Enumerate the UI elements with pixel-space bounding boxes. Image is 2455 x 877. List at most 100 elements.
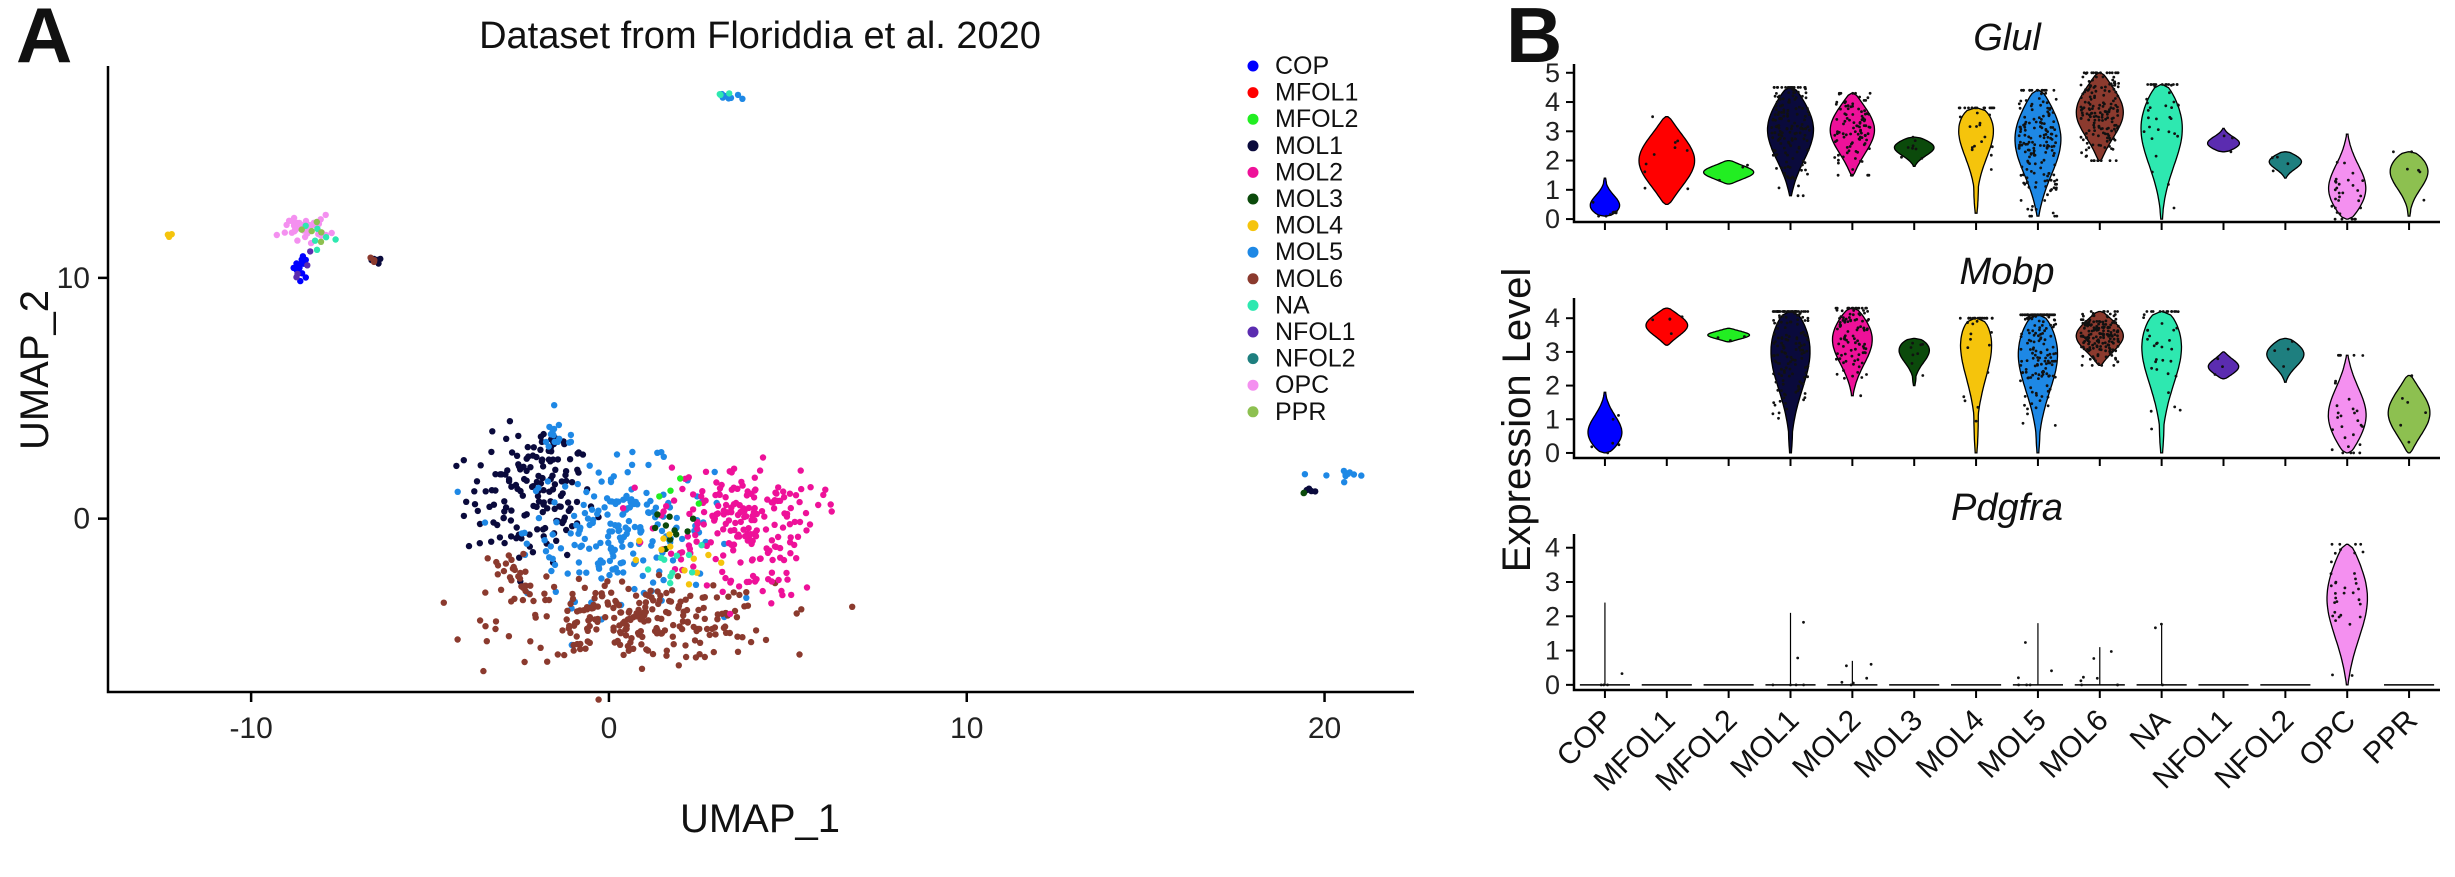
violin-point	[1849, 348, 1853, 352]
violin-point	[1803, 114, 1807, 118]
violin-point	[2017, 683, 2020, 687]
violin-point	[1783, 166, 1787, 170]
violin-point	[1787, 335, 1791, 338]
violin-point	[1803, 133, 1807, 137]
violin-point	[2357, 598, 2361, 602]
umap-point-mol5	[622, 524, 629, 531]
violin-point	[2087, 107, 2091, 110]
violin-point	[2027, 135, 2031, 139]
violin-point	[2150, 427, 2154, 431]
violin-point	[1795, 337, 1799, 341]
violin-point	[2109, 323, 2113, 327]
violin-point	[2114, 90, 2118, 94]
violin-point	[2040, 374, 2044, 378]
violin-point	[2033, 126, 2036, 130]
violin-point	[1669, 332, 1673, 335]
legend-swatch-mfol1	[1247, 87, 1259, 99]
violin-point	[2092, 123, 2096, 127]
umap-point-mol5	[627, 498, 634, 505]
violin-point	[2095, 320, 2099, 323]
violin-point	[2098, 103, 2102, 107]
violin-point	[2036, 363, 2039, 366]
violin-point	[2110, 117, 2114, 120]
violin-point	[2042, 88, 2046, 92]
violin-point	[2079, 334, 2083, 338]
violin-point	[1837, 342, 1841, 346]
umap-point-mol6	[500, 567, 508, 575]
umap-point-mol6	[494, 562, 502, 569]
violin-point	[2340, 425, 2344, 428]
legend-label-na: NA	[1275, 291, 1310, 319]
umap-point-mol2	[764, 549, 772, 557]
umap-point-mol1	[528, 483, 536, 490]
umap-point-mol6	[692, 654, 700, 661]
violin-point	[1796, 322, 1799, 326]
umap-point-opc	[328, 229, 335, 237]
violin-point	[2092, 336, 2095, 340]
umap-point-mol5	[547, 543, 554, 550]
violin-point	[2116, 85, 2120, 89]
violin-point	[1591, 200, 1595, 204]
violin-point	[2034, 181, 2038, 184]
umap-point-mol5	[648, 542, 655, 549]
violin-point	[2343, 161, 2346, 165]
violin-point	[1614, 210, 1618, 214]
violin-point	[2336, 411, 2340, 415]
violin-point	[1770, 131, 1774, 135]
violin-point	[1846, 107, 1850, 111]
umap-point-mol1	[516, 554, 523, 561]
umap-point-mol6	[505, 633, 513, 640]
violin-point	[2175, 326, 2179, 330]
umap-point-mol6	[502, 560, 510, 567]
umap-point-mol6	[617, 609, 624, 616]
umap-x-tick-label: 20	[1308, 712, 1341, 745]
violin-point	[2097, 118, 2101, 122]
umap-point-mol1	[533, 453, 540, 461]
violin-point	[2108, 138, 2112, 142]
violin-point	[1786, 112, 1789, 116]
violin-point	[2042, 133, 2046, 137]
umap-point-mol2	[794, 533, 802, 540]
violin-point	[1804, 366, 1807, 369]
violin-point	[1840, 353, 1843, 357]
violin-point	[2406, 167, 2409, 171]
violin-point	[2108, 108, 2111, 111]
violin-point	[2080, 151, 2084, 155]
umap-point-mol1	[549, 486, 557, 493]
violin-point	[1900, 155, 1903, 159]
violin-point	[2084, 88, 2088, 91]
violin-point	[2231, 136, 2234, 140]
violin-point	[1868, 91, 1872, 95]
umap-point-nfol1	[293, 274, 300, 281]
violin-point	[2087, 129, 2091, 133]
violin-point	[2026, 407, 2029, 411]
violin-point	[1611, 441, 1615, 445]
violin-point	[2033, 162, 2037, 166]
violin-point	[2046, 144, 2050, 148]
umap-point-mol5	[604, 511, 611, 518]
violin-point	[1853, 130, 1857, 134]
umap-point-mol6	[543, 613, 550, 620]
violin-point	[1797, 184, 1800, 188]
violin-point	[2110, 129, 2114, 133]
violin-point	[2161, 358, 2165, 362]
violin-point	[2094, 114, 2098, 118]
violin-point	[2055, 182, 2059, 186]
violin-point	[1777, 126, 1781, 130]
umap-point-mol2	[740, 526, 747, 533]
violin-point	[2030, 108, 2034, 112]
violin-point	[1801, 382, 1805, 386]
umap-point-mol2	[722, 501, 730, 509]
violin-point	[2111, 348, 2115, 352]
violin-point	[1843, 376, 1846, 380]
violin-na	[2141, 310, 2183, 454]
violin-point	[2054, 188, 2058, 191]
violin-point	[2333, 601, 2337, 604]
violin-point	[2085, 112, 2089, 116]
umap-point-mol2	[667, 550, 675, 557]
umap-point-mol2	[779, 524, 787, 531]
umap-point-mol4	[666, 531, 673, 538]
violin-point	[2095, 328, 2099, 332]
panel-b-violins: B Expression Level Glul012345Mobp01234Pd…	[1495, 0, 2440, 798]
violin-point	[1855, 328, 1859, 332]
